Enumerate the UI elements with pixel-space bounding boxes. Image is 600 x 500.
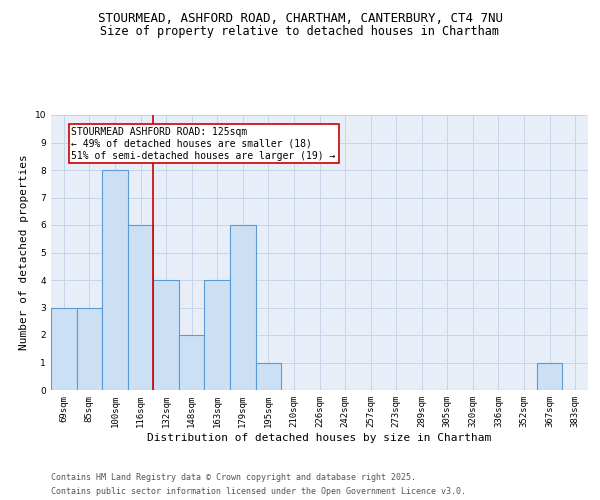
Text: Contains public sector information licensed under the Open Government Licence v3: Contains public sector information licen…: [51, 488, 466, 496]
Bar: [179, 335, 205, 390]
Text: STOURMEAD ASHFORD ROAD: 125sqm
← 49% of detached houses are smaller (18)
51% of : STOURMEAD ASHFORD ROAD: 125sqm ← 49% of …: [71, 128, 336, 160]
Text: Size of property relative to detached houses in Chartham: Size of property relative to detached ho…: [101, 25, 499, 38]
Bar: [537, 362, 562, 390]
Bar: [153, 280, 179, 390]
Y-axis label: Number of detached properties: Number of detached properties: [19, 154, 29, 350]
Bar: [102, 170, 128, 390]
Bar: [128, 225, 153, 390]
Bar: [205, 280, 230, 390]
Bar: [230, 225, 256, 390]
Bar: [77, 308, 102, 390]
Text: Contains HM Land Registry data © Crown copyright and database right 2025.: Contains HM Land Registry data © Crown c…: [51, 472, 416, 482]
X-axis label: Distribution of detached houses by size in Chartham: Distribution of detached houses by size …: [148, 432, 491, 442]
Bar: [256, 362, 281, 390]
Bar: [51, 308, 77, 390]
Text: STOURMEAD, ASHFORD ROAD, CHARTHAM, CANTERBURY, CT4 7NU: STOURMEAD, ASHFORD ROAD, CHARTHAM, CANTE…: [97, 12, 503, 26]
